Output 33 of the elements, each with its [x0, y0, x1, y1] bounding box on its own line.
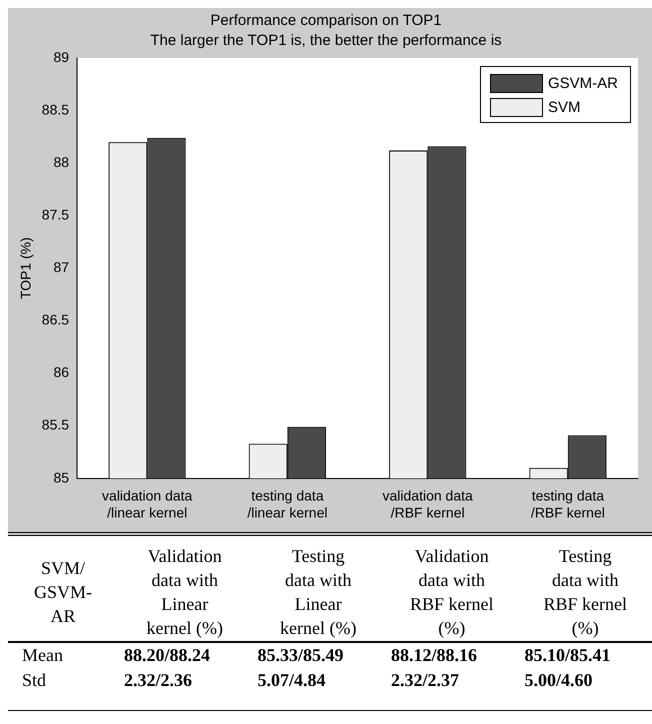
y-axis-title: TOP1 (%) — [17, 237, 34, 300]
y-tick-label: 88.5 — [42, 101, 70, 118]
text: 2.32/2.36 — [118, 668, 252, 710]
text: Mean — [21, 644, 64, 667]
chart-title: Performance comparison on TOP1 — [210, 12, 442, 30]
y-tick-label: 87.5 — [42, 206, 70, 223]
x-tick-label: validation data /RBF kernel — [382, 488, 473, 520]
y-tick-label: 87 — [53, 259, 70, 276]
x-tick-label: testing data /RBF kernel — [530, 488, 605, 520]
text: 2.32/2.37 — [385, 668, 518, 710]
text: 85.10/85.41 — [524, 644, 612, 667]
x-tick-label: testing data /linear kernel — [247, 488, 328, 520]
text: 5.07/4.84 — [252, 668, 385, 710]
y-tick-label: 85.5 — [42, 416, 70, 433]
x-tick-label: validation data /linear kernel — [102, 488, 193, 520]
legend-label: GSVM-AR — [548, 75, 618, 92]
text: Testing data with RBF kernel (%) — [518, 538, 652, 642]
y-tick-label: 86 — [53, 364, 70, 380]
text: Testing data with Linear kernel (%) — [252, 538, 385, 642]
text: 5.00/4.60 — [518, 668, 652, 710]
text: 88.20/88.24 — [123, 644, 212, 667]
text: Validation data with RBF kernel (%) — [385, 538, 518, 642]
text: 85.33/85.49 — [256, 644, 345, 667]
text: Validation data with Linear kernel (%) — [118, 538, 252, 642]
y-tick-label: 86.5 — [42, 312, 70, 328]
text: Std — [8, 668, 118, 710]
y-tick-label: 89 — [53, 48, 70, 65]
legend-label: SVM — [548, 99, 581, 116]
text: 88.12/88.16 — [390, 644, 478, 667]
y-tick-label: 88 — [53, 154, 70, 170]
y-tick-label: 85 — [53, 469, 70, 486]
text: SVM/ GSVM- AR — [8, 538, 118, 642]
chart-subtitle: The larger the TOP1 is, the better the performance is — [150, 32, 502, 50]
